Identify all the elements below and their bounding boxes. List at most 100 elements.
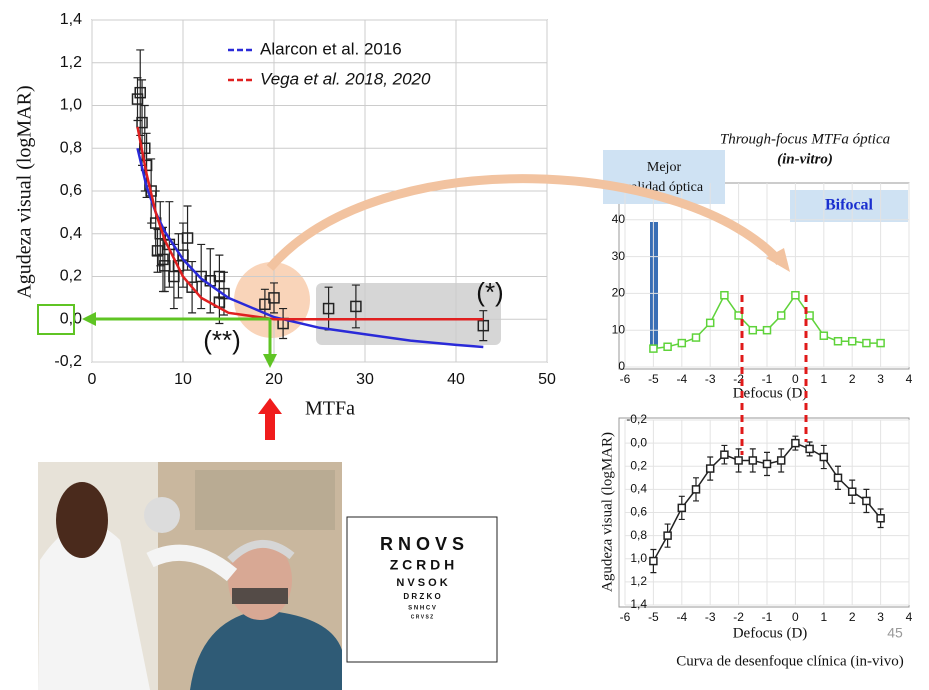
- data-point: [748, 456, 758, 465]
- x-axis-label: MTFa: [305, 398, 355, 420]
- annotation: Bifocal: [825, 197, 874, 214]
- data-point: [213, 270, 226, 283]
- chart-row: D R Z K O: [403, 592, 440, 601]
- y-tick-label: 1,2: [630, 574, 647, 588]
- data-point: [734, 456, 743, 465]
- y-tick-label: 1,0: [630, 551, 647, 565]
- y-tick-label: 30: [612, 249, 626, 263]
- x-tick-label: -5: [648, 372, 659, 386]
- x-tick-label: 4: [906, 610, 913, 624]
- x-tick-label: 10: [174, 371, 192, 388]
- x-tick-label: 1: [820, 610, 827, 624]
- data-point: [776, 456, 786, 465]
- legend-label: Alarcon et al. 2016: [260, 39, 402, 58]
- data-point: [691, 333, 701, 342]
- x-tick-label: 4: [906, 372, 913, 386]
- y-tick-label: 1,4: [60, 11, 82, 28]
- data-point: [477, 319, 490, 332]
- x-tick-label: 1: [820, 372, 827, 386]
- data-point: [268, 292, 280, 304]
- data-point: [186, 281, 198, 293]
- data-point: [159, 260, 171, 272]
- y-tick-label: 0,0: [630, 435, 647, 449]
- caption: Curva de desenfoque clínica (in-vivo): [676, 653, 903, 669]
- x-tick-label: 20: [265, 371, 283, 388]
- data-point: [649, 556, 658, 566]
- annotation: Mejor: [647, 160, 682, 175]
- y-tick-label: 0,2: [630, 458, 647, 472]
- x-tick-label: 2: [849, 372, 856, 386]
- data-point: [791, 290, 800, 300]
- y-tick-label: 0,8: [60, 139, 82, 156]
- annotation: (**): [203, 325, 241, 355]
- y-tick-label: 1,2: [60, 54, 82, 71]
- data-point: [847, 336, 857, 346]
- y-tick-label: 0: [618, 359, 625, 373]
- x-tick-label: -6: [620, 610, 631, 624]
- x-tick-label: 3: [877, 372, 884, 386]
- data-point: [157, 253, 169, 266]
- data-point: [134, 86, 146, 99]
- data-point: [805, 444, 814, 454]
- error-bar: [479, 310, 488, 342]
- data-point: [705, 464, 715, 473]
- fit-curve: [136, 126, 484, 321]
- data-point: [734, 311, 743, 320]
- x-tick-label: -1: [762, 372, 773, 386]
- annotation: (*): [476, 277, 503, 307]
- y-tick-label: 1,0: [60, 97, 82, 114]
- x-tick-label: 3: [877, 610, 884, 624]
- data-point: [720, 290, 729, 300]
- page-number: 45: [887, 625, 903, 641]
- x-tick-label: 40: [447, 371, 465, 388]
- eye-chart: [346, 516, 498, 663]
- x-tick-label: 0: [792, 372, 799, 386]
- y-axis-label: Agudeza visual (logMAR): [14, 85, 36, 298]
- data-point: [876, 338, 885, 348]
- note-box: [790, 190, 908, 222]
- x-tick-label: -2: [733, 610, 744, 624]
- x-tick-label: -3: [705, 372, 716, 386]
- curved-arrow: [266, 174, 784, 271]
- data-point: [762, 459, 772, 469]
- data-point: [322, 302, 335, 315]
- data-point: [663, 531, 672, 540]
- data-point: [862, 338, 871, 348]
- data-point: [833, 473, 843, 483]
- x-tick-label: 0: [88, 371, 97, 388]
- chart-row: S N H C V: [408, 606, 436, 612]
- data-point: [136, 116, 148, 129]
- x-tick-label: -3: [705, 610, 716, 624]
- highlight-circle: [234, 262, 310, 338]
- y-tick-label: 1,4: [630, 597, 647, 611]
- red-arrow: [258, 398, 282, 440]
- y-tick-label: 20: [612, 286, 626, 300]
- highlight-box: [37, 304, 75, 335]
- x-tick-label: -5: [648, 610, 659, 624]
- x-axis-label: Defocus (D): [733, 385, 808, 401]
- chart-title: (in-vitro): [777, 151, 833, 167]
- data-point: [181, 232, 194, 244]
- x-tick-label: -2: [733, 372, 744, 386]
- data-point: [677, 503, 687, 513]
- chart-row: C R V S Z: [411, 614, 434, 620]
- chart-row: R N O V S: [380, 534, 464, 554]
- data-point: [762, 325, 772, 335]
- arrow-head: [766, 248, 790, 272]
- data-point: [705, 318, 715, 328]
- error-bar: [270, 282, 278, 314]
- data-point: [748, 325, 758, 335]
- data-point: [862, 496, 871, 506]
- data-point: [791, 438, 800, 448]
- x-tick-label: 50: [538, 371, 556, 388]
- data-point: [139, 142, 151, 154]
- error-bar: [351, 284, 360, 329]
- data-point: [691, 485, 701, 494]
- arrow-head: [263, 354, 277, 368]
- x-tick-label: 2: [849, 610, 856, 624]
- data-point: [259, 298, 271, 311]
- x-tick-label: 30: [356, 371, 374, 388]
- y-tick-label: 0,6: [630, 505, 647, 519]
- data-point: [776, 311, 786, 320]
